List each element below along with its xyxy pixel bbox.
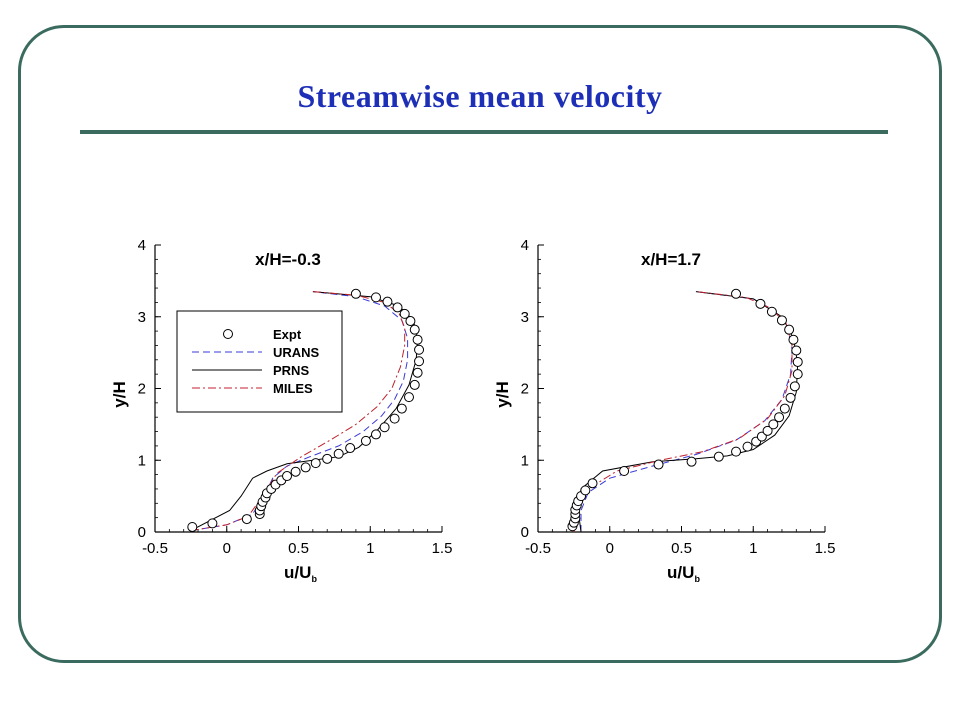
legend-box <box>176 310 343 413</box>
legend-label-prns: PRNS <box>273 363 309 378</box>
x-axis-label-subscript: b <box>311 574 317 584</box>
data-point-expt <box>392 302 403 313</box>
data-point-expt <box>414 344 425 355</box>
x-tick-label: 1.5 <box>815 540 836 557</box>
data-point-expt <box>345 443 356 454</box>
y-tick-label: 3 <box>138 309 146 326</box>
data-point-expt <box>731 288 742 299</box>
x-axis-label: u/Ub <box>284 563 317 584</box>
data-point-expt <box>370 292 381 303</box>
x-tick-label: 0 <box>606 540 614 557</box>
data-point-expt <box>653 459 664 470</box>
data-point-expt <box>405 316 416 327</box>
data-point-expt <box>768 419 779 430</box>
data-point-expt <box>396 403 407 414</box>
y-tick-label: 4 <box>138 237 146 254</box>
x-tick-label: 1 <box>749 540 757 557</box>
series-line-prns <box>577 291 799 533</box>
data-point-expt <box>766 306 777 317</box>
data-point-expt <box>360 435 371 446</box>
data-point-expt <box>403 392 414 403</box>
data-point-expt <box>776 315 787 326</box>
y-tick-label: 1 <box>138 452 146 469</box>
data-point-expt <box>282 471 293 482</box>
data-point-expt <box>742 441 753 452</box>
x-axis-label-subscript: b <box>694 574 700 584</box>
data-point-expt <box>788 334 799 345</box>
data-point-expt <box>792 356 803 367</box>
y-tick-label: 2 <box>138 381 146 398</box>
data-point-expt <box>755 298 766 309</box>
y-axis-label: y/H <box>493 381 512 407</box>
data-point-expt <box>713 451 724 462</box>
data-point-expt <box>619 466 630 477</box>
legend-label-miles: MILES <box>273 381 313 396</box>
x-tick-label: 0.5 <box>288 540 309 557</box>
data-point-expt <box>414 356 425 367</box>
legend-label-expt: Expt <box>273 327 302 342</box>
data-point-expt <box>686 456 697 467</box>
data-point-expt <box>310 458 321 469</box>
panel-title: x/H=-0.3 <box>255 250 321 269</box>
x-tick-label: 1.5 <box>432 540 453 557</box>
x-tick-label: 0.5 <box>671 540 692 557</box>
data-point-expt <box>187 521 198 532</box>
data-point-expt <box>779 403 790 414</box>
data-point-expt <box>784 324 795 335</box>
data-point-expt <box>241 514 252 525</box>
data-point-expt <box>382 296 393 307</box>
series-line-miles <box>573 291 793 533</box>
data-point-expt <box>207 518 218 529</box>
data-point-expt <box>792 369 803 380</box>
slide-title: Streamwise mean velocity <box>297 78 663 114</box>
data-point-expt <box>370 429 381 440</box>
data-point-expt <box>333 448 344 459</box>
y-tick-label: 4 <box>521 237 529 254</box>
data-point-expt <box>322 453 333 464</box>
x-tick-label: 1 <box>366 540 374 557</box>
data-point-expt <box>290 466 301 477</box>
y-tick-label: 3 <box>521 309 529 326</box>
data-point-expt <box>399 308 410 319</box>
data-point-expt <box>791 345 802 356</box>
data-point-expt <box>580 485 591 496</box>
legend-swatch-expt <box>223 329 233 339</box>
data-point-expt <box>389 413 400 424</box>
y-axis-label: y/H <box>110 381 129 407</box>
legend-label-urans: URANS <box>273 345 320 360</box>
title-underline <box>80 130 888 134</box>
data-point-expt <box>774 412 785 423</box>
chart-legend: Expt URANS PRNS MILES <box>176 310 343 413</box>
x-axis-label: u/Ub <box>667 563 700 584</box>
y-tick-label: 1 <box>521 452 529 469</box>
data-point-expt <box>300 462 311 473</box>
data-point-expt <box>731 446 742 457</box>
data-point-expt <box>789 381 800 392</box>
data-point-expt <box>409 379 420 390</box>
data-point-expt <box>409 324 420 335</box>
slide-frame <box>18 25 942 663</box>
panel-title: x/H=1.7 <box>641 250 701 269</box>
y-tick-label: 2 <box>521 381 529 398</box>
y-tick-label: 0 <box>521 524 529 541</box>
data-point-expt <box>379 422 390 433</box>
data-point-expt <box>762 425 773 436</box>
data-point-expt <box>412 367 423 378</box>
data-point-expt <box>587 478 598 489</box>
y-tick-label: 0 <box>138 524 146 541</box>
series-line-urans <box>580 291 793 532</box>
data-point-expt <box>350 288 361 299</box>
data-point-expt <box>412 334 423 345</box>
x-tick-label: -0.5 <box>525 540 551 557</box>
data-point-expt <box>785 392 796 403</box>
x-tick-label: -0.5 <box>142 540 168 557</box>
x-tick-label: 0 <box>223 540 231 557</box>
